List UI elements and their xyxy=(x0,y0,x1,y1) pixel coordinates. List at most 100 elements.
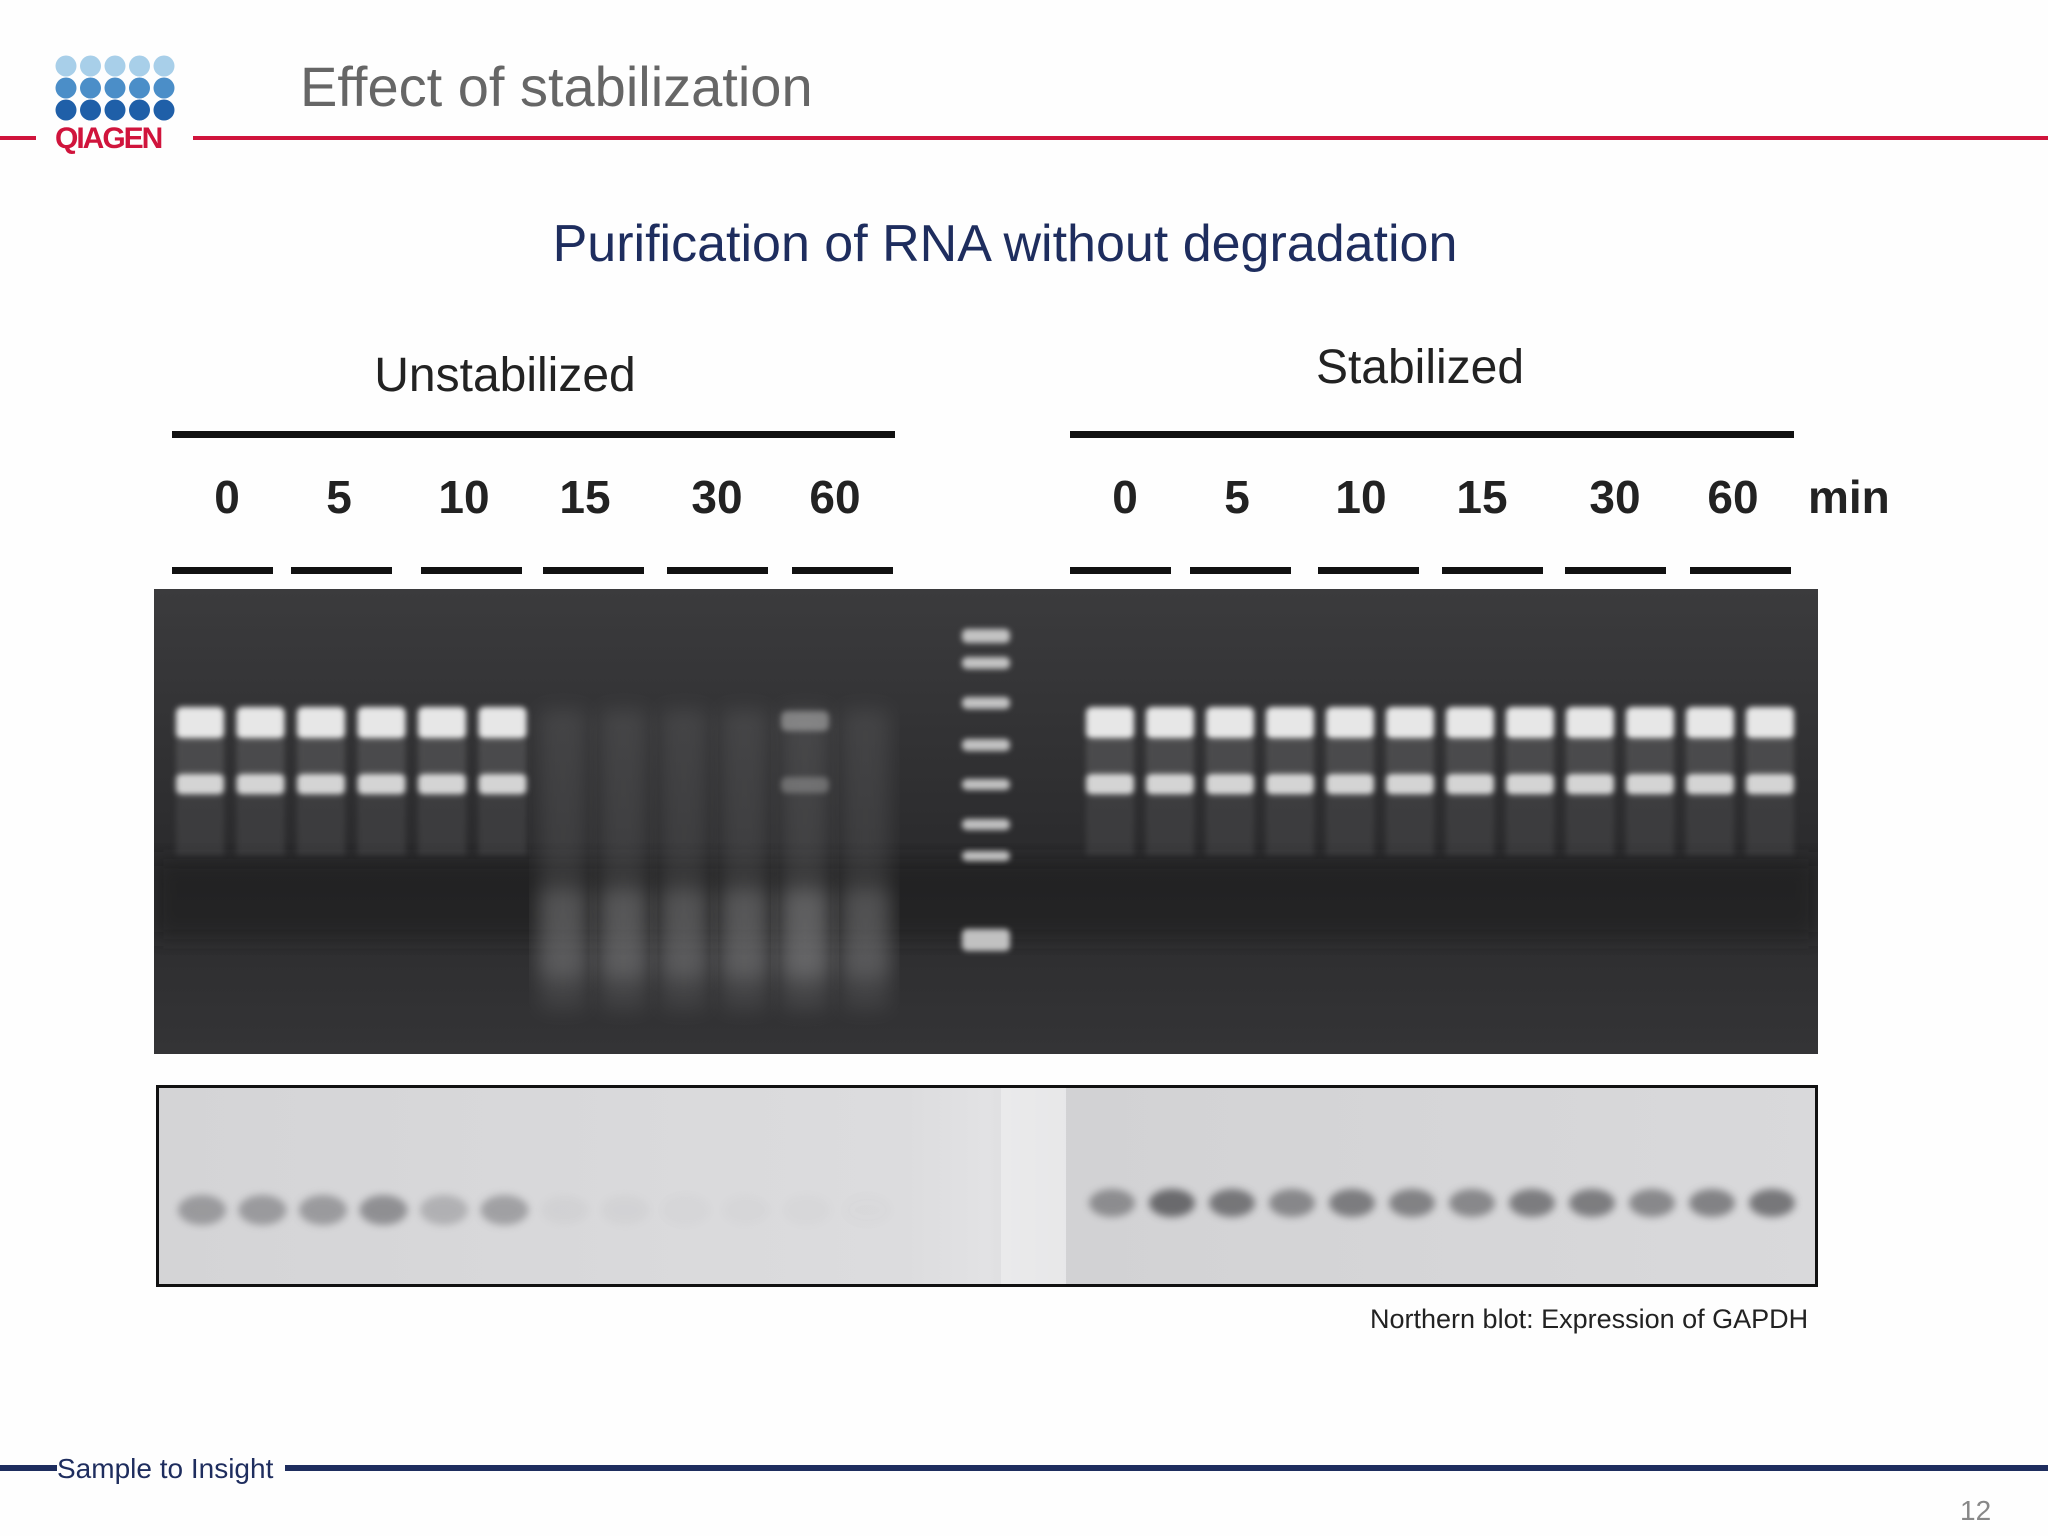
gel-lane-unstabilized-0 xyxy=(176,707,224,855)
blot-band-stabilized xyxy=(1629,1189,1675,1217)
time-unit-label: min xyxy=(1808,471,1890,523)
footer-tagline: Sample to Insight xyxy=(57,1453,286,1485)
blot-band-unstabilized xyxy=(420,1195,468,1225)
time-label-stab-0: 0 xyxy=(1112,471,1138,523)
gel-lane-stabilized-11 xyxy=(1746,707,1794,855)
blot-caption: Northern blot: Expression of GAPDH xyxy=(1370,1304,1809,1334)
ladder-band xyxy=(962,929,1010,951)
logo-dot xyxy=(153,77,175,99)
logo-dot xyxy=(80,55,101,77)
time-label-unstab-0: 0 xyxy=(214,471,240,523)
footer-rule xyxy=(0,1465,2048,1471)
blot-band-stabilized xyxy=(1269,1189,1315,1217)
gel-lane-unstabilized-6 xyxy=(539,709,587,1009)
time-label-unstab-10: 10 xyxy=(438,471,490,523)
qiagen-logo-dots xyxy=(55,55,175,121)
blot-band-stabilized xyxy=(1089,1189,1135,1217)
lane-tick xyxy=(792,567,893,574)
gel-lane-stabilized-0 xyxy=(1086,707,1134,855)
slide-subtitle: Purification of RNA without degradation xyxy=(552,215,1458,273)
lane-tick xyxy=(421,567,522,574)
time-label-unstab-15: 15 xyxy=(559,471,611,523)
gel-lane-unstabilized-7 xyxy=(599,709,648,1009)
logo-dot xyxy=(153,55,175,77)
gel-lane-stabilized-10 xyxy=(1686,707,1734,855)
blot-band-unstabilized xyxy=(601,1195,650,1225)
logo-dot xyxy=(129,55,150,77)
logo-dot xyxy=(153,99,175,121)
blot-band-unstabilized xyxy=(359,1195,408,1225)
blot-band-stabilized xyxy=(1329,1189,1375,1217)
gel-lane-stabilized-1 xyxy=(1146,707,1194,855)
lane-tick xyxy=(1442,567,1543,574)
lane-tick xyxy=(172,567,273,574)
ladder-band xyxy=(962,739,1010,751)
gel-lane-unstabilized-3 xyxy=(357,707,406,855)
blot-band-stabilized xyxy=(1509,1189,1555,1217)
blot-band-stabilized xyxy=(1689,1189,1735,1217)
slide-title: Effect of stabilization xyxy=(300,55,813,118)
lane-tick xyxy=(543,567,644,574)
ladder-band xyxy=(962,629,1010,643)
stabilized-label: Stabilized xyxy=(1315,341,1525,394)
lane-tick xyxy=(667,567,768,574)
blot-band-unstabilized xyxy=(723,1195,771,1225)
time-label-stab-30: 30 xyxy=(1589,471,1641,523)
logo-dot xyxy=(104,77,126,99)
time-label-unstab-60: 60 xyxy=(809,471,861,523)
gel-lane-unstabilized-11 xyxy=(841,709,890,1009)
gel-lane-stabilized-2 xyxy=(1206,707,1254,855)
logo-dot xyxy=(104,55,126,77)
logo-dot xyxy=(55,77,77,99)
gel-lane-stabilized-8 xyxy=(1566,707,1614,855)
logo-dot xyxy=(80,99,101,121)
blot-band-stabilized xyxy=(1209,1189,1255,1217)
unstabilized-group-bar xyxy=(172,431,895,438)
logo-dot xyxy=(104,99,126,121)
ladder-band xyxy=(962,851,1010,861)
gel-lane-stabilized-5 xyxy=(1386,707,1434,855)
gel-lane-unstabilized-8 xyxy=(660,709,708,1009)
qiagen-logo-text: QIAGEN xyxy=(55,122,163,155)
gel-lane-unstabilized-10 xyxy=(781,709,829,1009)
blot-band-unstabilized xyxy=(662,1195,710,1225)
gel-lane-unstabilized-4 xyxy=(418,707,466,855)
blot-band-unstabilized xyxy=(299,1195,347,1225)
blot-band-unstabilized xyxy=(480,1195,529,1225)
logo-dot xyxy=(55,55,77,77)
logo-dot xyxy=(129,99,150,121)
gel-lane-unstabilized-1 xyxy=(236,707,285,855)
ladder-band xyxy=(962,819,1010,830)
time-label-stab-10: 10 xyxy=(1335,471,1387,523)
gel-lane-unstabilized-9 xyxy=(720,709,769,1009)
logo-dot xyxy=(129,77,150,99)
gel-lane-unstabilized-5 xyxy=(478,707,527,855)
ladder-band xyxy=(962,779,1010,790)
logo-dot xyxy=(80,77,101,99)
blot-band-stabilized xyxy=(1389,1189,1435,1217)
unstabilized-label: Unstabilized xyxy=(374,349,636,402)
title-rule xyxy=(0,136,2048,140)
gel-lane-stabilized-6 xyxy=(1446,707,1494,855)
ladder-band xyxy=(962,697,1010,709)
gel-lane-stabilized-4 xyxy=(1326,707,1374,855)
page-number: 12 xyxy=(1960,1495,1992,1526)
time-label-stab-5: 5 xyxy=(1224,471,1250,523)
blot-band-stabilized xyxy=(1569,1189,1615,1217)
gel-lane-stabilized-3 xyxy=(1266,707,1314,855)
time-label-unstab-30: 30 xyxy=(691,471,743,523)
stabilized-group-bar xyxy=(1070,431,1794,438)
lane-tick xyxy=(1565,567,1666,574)
blot-band-unstabilized xyxy=(541,1195,589,1225)
time-label-stab-60: 60 xyxy=(1707,471,1759,523)
blot-band-unstabilized xyxy=(783,1195,831,1225)
agarose-gel-image xyxy=(154,589,1818,1054)
blot-band-unstabilized xyxy=(238,1195,287,1225)
gel-lane-unstabilized-2 xyxy=(297,707,345,855)
blot-band-unstabilized xyxy=(178,1195,226,1225)
blot-band-stabilized xyxy=(1749,1189,1795,1217)
lane-tick xyxy=(1690,567,1791,574)
blot-band-stabilized xyxy=(1149,1189,1195,1217)
size-ladder-lane xyxy=(962,629,1010,951)
lane-tick xyxy=(1318,567,1419,574)
